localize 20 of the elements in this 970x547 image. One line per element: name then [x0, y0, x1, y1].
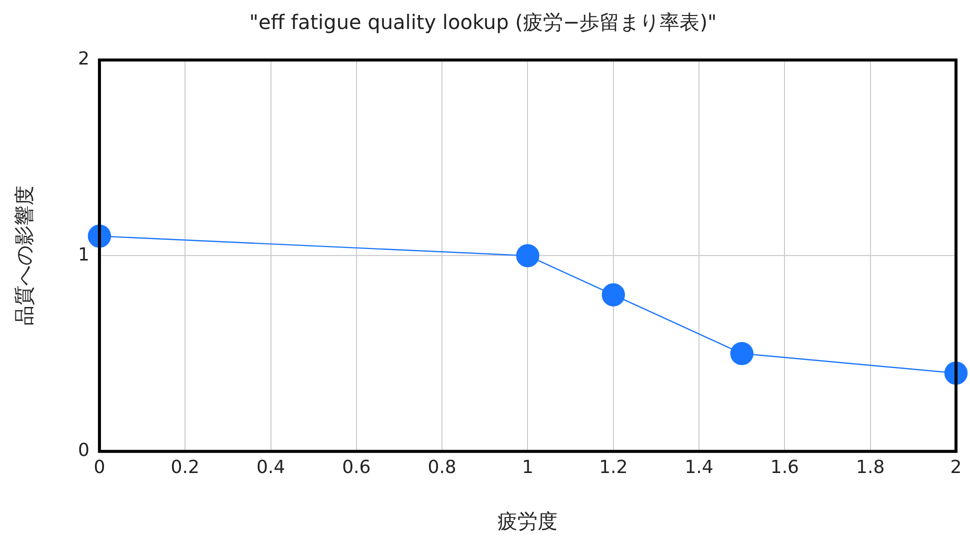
- point: [730, 342, 754, 366]
- x-tick-label: 1.2: [599, 456, 628, 478]
- x-tick-label: 0: [94, 456, 106, 478]
- chart-title: "eff fatigue quality lookup (疲労−歩留まり率表)": [249, 10, 717, 34]
- x-tick-label: 2: [950, 456, 962, 478]
- x-tick-label: 1.8: [856, 456, 885, 478]
- point: [516, 244, 540, 268]
- x-tick-label: 1.4: [684, 456, 714, 478]
- x-axis-title: 疲労度: [498, 509, 558, 534]
- y-tick-label: 0: [78, 440, 90, 462]
- x-tick-label: 1: [522, 456, 534, 478]
- x-tick-label: 0.4: [256, 456, 286, 478]
- y-tick-label: 2: [78, 48, 90, 70]
- y-axis-title: 品質への影響度: [12, 186, 36, 326]
- x-tick-label: 0.8: [428, 456, 456, 478]
- x-tick-label: 1.6: [770, 456, 800, 478]
- point: [602, 283, 625, 306]
- x-tick-label: 0.2: [170, 456, 200, 478]
- y-tick-label: 1: [78, 244, 90, 266]
- x-tick-label: 0.6: [342, 456, 371, 478]
